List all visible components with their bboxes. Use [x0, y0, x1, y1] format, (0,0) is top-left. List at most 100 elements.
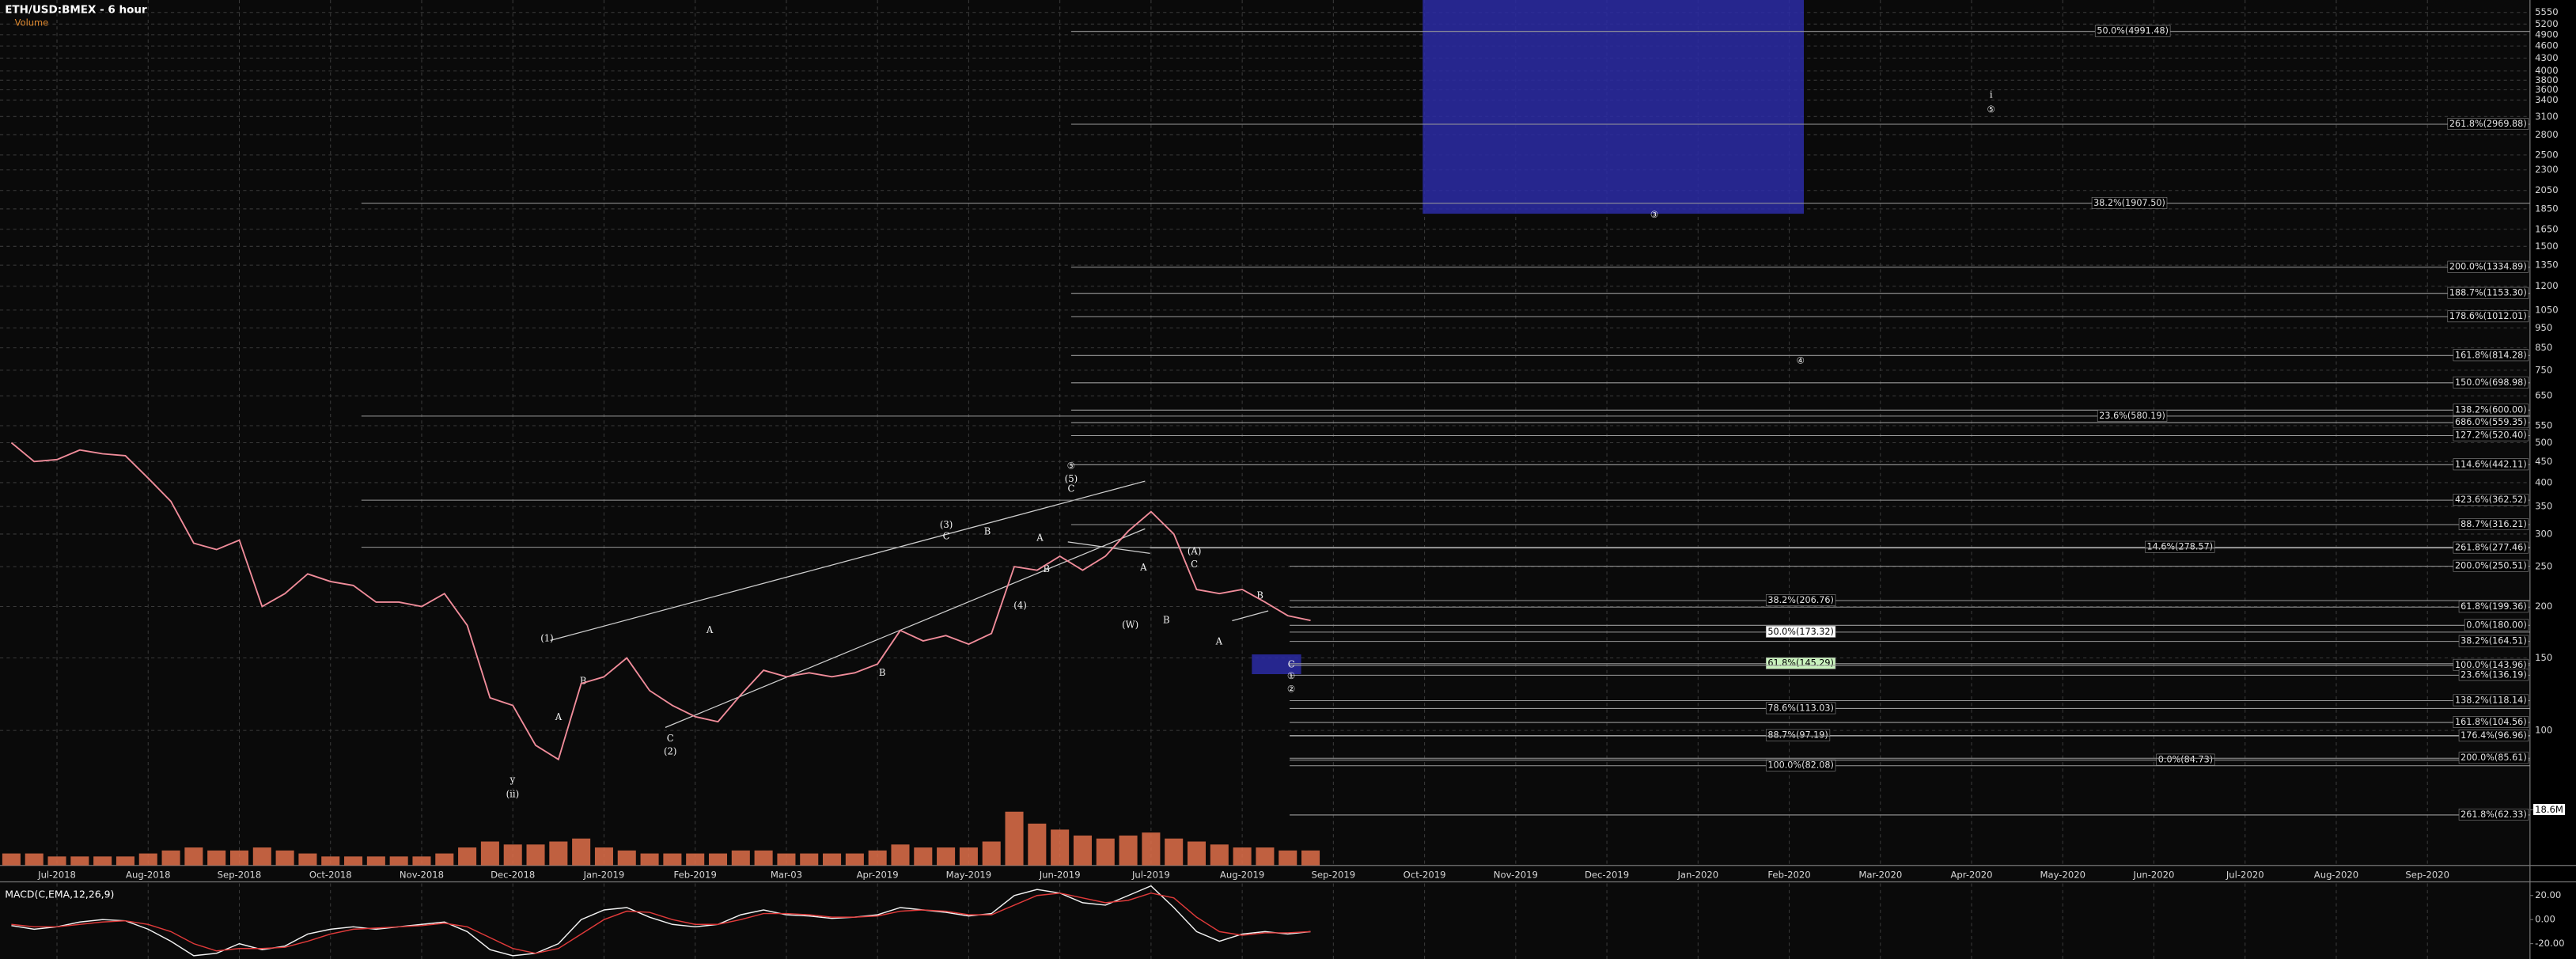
y-tick-label: 1200: [2535, 280, 2559, 291]
fib-label-background: [2447, 310, 2529, 323]
fib-label-background: [1765, 702, 1836, 715]
wave-label: ⑤: [1067, 460, 1075, 471]
x-tick-label: Jul-2019: [1131, 870, 1170, 881]
wave-label: (3): [940, 519, 953, 530]
volume-bar: [435, 853, 454, 866]
fib-label: 14.6%(278.57): [2147, 542, 2214, 552]
trendline: [1232, 610, 1269, 622]
y-tick-label: 250: [2535, 561, 2552, 572]
volume-bar: [116, 856, 134, 866]
x-tick-label: Nov-2019: [1494, 870, 1538, 881]
volume-bar: [321, 856, 340, 866]
tick-label-background: [2533, 804, 2566, 816]
volume-bar: [549, 841, 568, 866]
volume-bar: [366, 856, 385, 866]
y-tick-label: 3400: [2535, 94, 2559, 105]
y-tick-label: 4600: [2535, 40, 2559, 51]
fib-label-background: [2458, 518, 2529, 530]
y-tick-label: 2050: [2535, 184, 2559, 195]
volume-bar: [1233, 847, 1252, 866]
y-tick-label: 100: [2535, 725, 2552, 736]
y-tick-label: 550: [2535, 419, 2552, 430]
fib-label: 686.0%(559.35): [2455, 417, 2527, 427]
x-tick-label: Jul-2020: [2226, 870, 2264, 881]
fib-label-background: [2453, 494, 2529, 506]
volume-bar: [800, 853, 819, 866]
volume-bar: [982, 841, 1001, 866]
x-tick-label: Sep-2020: [2405, 870, 2449, 881]
y-tick-label: 5200: [2535, 18, 2559, 29]
volume-bar: [70, 856, 89, 866]
fib-label: 38.2%(206.76): [1767, 595, 1834, 605]
price-line: [10, 442, 1311, 761]
y-tick-label: 450: [2535, 456, 2552, 467]
wave-label: y: [510, 774, 516, 785]
fib-label-background: [2453, 716, 2529, 728]
x-tick-label: Aug-2020: [2314, 870, 2358, 881]
fib-label-background: [2453, 694, 2529, 707]
x-tick-label: Dec-2018: [491, 870, 535, 881]
volume-bar: [480, 841, 499, 866]
y-tick-label: 20.00: [2535, 889, 2561, 900]
y-tick-label: 850: [2535, 342, 2552, 353]
fib-label: 0.0%(84.73): [2158, 755, 2213, 765]
fib-label-background: [2156, 753, 2215, 766]
wave-label: (W): [1122, 620, 1138, 631]
fib-label-background: [2458, 669, 2529, 681]
volume-bar: [138, 853, 157, 866]
y-tick-label: 1350: [2535, 260, 2559, 271]
volume-bar: [184, 847, 203, 866]
fib-label: 261.8%(277.46): [2455, 543, 2527, 553]
fib-label: 23.6%(136.19): [2460, 669, 2527, 680]
trendline: [550, 480, 1146, 641]
volume-bar: [1301, 850, 1320, 866]
y-tick-label: 1050: [2535, 304, 2559, 315]
fib-label-background: [2458, 601, 2529, 613]
x-tick-label: Oct-2019: [1404, 870, 1446, 881]
volume-bar: [1028, 823, 1047, 866]
fib-label: 127.2%(520.40): [2455, 430, 2527, 440]
volume-bar: [93, 856, 112, 866]
fib-label-background: [2091, 197, 2168, 209]
wave-label: (2): [664, 746, 676, 757]
y-tick-label: -20.00: [2535, 938, 2564, 949]
volume-bar: [1279, 850, 1297, 866]
y-tick-label: 1850: [2535, 203, 2559, 214]
volume-bar: [412, 856, 431, 866]
volume-bar: [640, 853, 659, 866]
fib-label: 100.0%(82.08): [1767, 760, 1834, 771]
y-tick-label: 3600: [2535, 84, 2559, 95]
volume-bar: [594, 847, 613, 866]
wave-label: A: [1215, 635, 1223, 646]
fib-label-background: [2145, 540, 2215, 553]
fib-label-background: [2094, 25, 2171, 37]
wave-label: ②: [1287, 684, 1295, 695]
wave-label: B: [1163, 614, 1170, 625]
volume-bar: [1051, 829, 1070, 866]
volume-bar: [1005, 811, 1024, 866]
volume-bar: [1165, 838, 1184, 866]
wave-label: (5): [1065, 473, 1078, 484]
volume-bar: [298, 853, 317, 866]
fib-label: 114.6%(442.11): [2455, 459, 2527, 469]
y-tick-label: 4300: [2535, 52, 2559, 63]
wave-label: B: [879, 667, 886, 678]
fib-label: 200.0%(250.51): [2455, 561, 2527, 571]
y-tick-label: 2300: [2535, 164, 2559, 175]
fib-label-background: [2458, 730, 2529, 742]
volume-bar: [1096, 838, 1115, 866]
x-tick-label: Jul-2018: [37, 870, 76, 881]
wave-label: B: [580, 675, 587, 686]
x-tick-label: Mar-2020: [1858, 870, 1902, 881]
x-tick-label: Jan-2019: [583, 870, 625, 881]
fib-label-background: [1765, 657, 1836, 669]
target-zone: [1252, 654, 1301, 675]
fib-label: 161.8%(814.28): [2455, 350, 2527, 360]
y-tick-label: 2500: [2535, 149, 2559, 160]
x-tick-label: Feb-2019: [674, 870, 717, 881]
y-tick-label: 1650: [2535, 223, 2559, 234]
y-tick-label: 0.00: [2535, 914, 2555, 925]
